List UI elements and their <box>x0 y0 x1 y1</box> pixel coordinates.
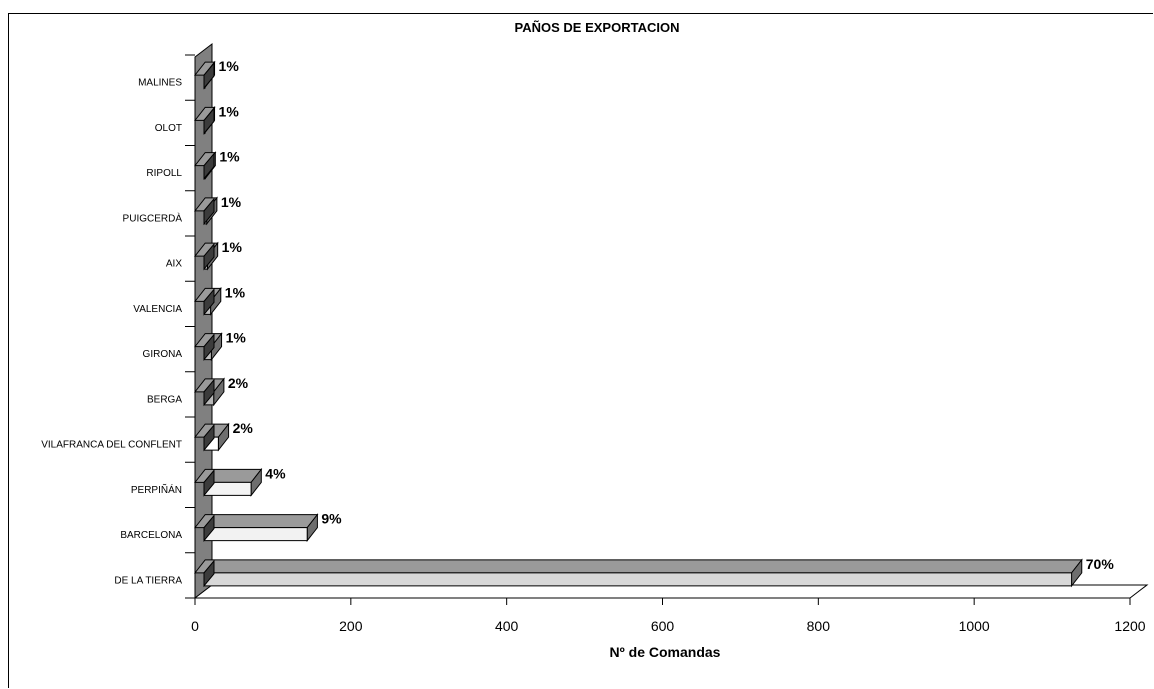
category-label: VALENCIA <box>133 304 182 315</box>
x-tick-label: 400 <box>495 618 519 634</box>
data-label: 1% <box>225 284 246 300</box>
data-label: 9% <box>321 511 342 527</box>
category-label: MALINES <box>138 78 182 89</box>
category-label: BARCELONA <box>120 530 182 541</box>
data-label: 2% <box>228 375 249 391</box>
x-tick-label: 200 <box>339 618 363 634</box>
chart-frame <box>8 13 1153 688</box>
category-label: BERGA <box>147 394 182 405</box>
category-label: RIPOLL <box>146 168 182 179</box>
bar-front-face <box>203 572 1073 587</box>
bar-wall-stub <box>203 423 215 452</box>
bar-top-face <box>193 468 263 483</box>
bar <box>193 558 1083 588</box>
x-tick-label: 1200 <box>1114 618 1145 634</box>
bar <box>193 151 217 181</box>
data-label: 4% <box>265 465 286 481</box>
bar <box>193 286 222 316</box>
bar-wall-stub <box>203 287 215 316</box>
x-tick-label: 600 <box>651 618 675 634</box>
bar-wall-stub <box>203 152 215 181</box>
bar <box>193 377 225 407</box>
chart-axes: 0 200 400 600 800 1000 1200 <box>185 54 1146 634</box>
x-tick-label: 0 <box>191 618 199 634</box>
chart-walls <box>193 42 1149 600</box>
bar-wall-stub <box>203 61 215 90</box>
bar-wall-stub <box>203 559 215 588</box>
category-label: DE LA TIERRA <box>114 575 182 586</box>
category-label: PUIGCERDÀ <box>123 211 183 224</box>
bar <box>193 422 230 452</box>
bar <box>193 196 218 226</box>
bar <box>193 105 216 135</box>
data-label: 1% <box>221 194 242 210</box>
bar <box>193 241 219 271</box>
bar-front-face <box>203 527 308 542</box>
x-axis-title: Nº de Comandas <box>610 644 721 660</box>
data-label: 1% <box>222 239 243 255</box>
bar-wall-stub <box>203 378 215 407</box>
chart-bars <box>193 60 1083 588</box>
bar-wall-stub <box>203 333 215 362</box>
bar-wall-stub <box>203 242 215 271</box>
bar-wall-stub <box>203 197 215 226</box>
category-label: PERPIÑÁN <box>131 483 182 496</box>
category-label: OLOT <box>155 123 182 134</box>
x-tick-label: 1000 <box>959 618 990 634</box>
category-label: GIRONA <box>143 349 183 360</box>
bar-wall-stub <box>203 106 215 135</box>
bar-wall-stub <box>203 514 215 543</box>
data-label: 1% <box>219 149 240 165</box>
bar <box>193 467 263 497</box>
floor <box>193 584 1149 599</box>
chart-title: PAÑOS DE EXPORTACION <box>515 20 680 35</box>
data-label: 2% <box>233 420 254 436</box>
data-label: 1% <box>219 58 240 74</box>
data-label: 1% <box>219 103 240 119</box>
bar-wall-stub <box>203 468 215 497</box>
data-label: 1% <box>226 330 247 346</box>
category-label: AIX <box>166 259 182 270</box>
data-label: 70% <box>1086 556 1115 572</box>
bar-top-face <box>193 559 1083 574</box>
category-label: VILAFRANCA DEL CONFLENT <box>41 440 182 451</box>
bar <box>193 332 223 362</box>
chart-labels: MALINES 1% OLOT 1% RIPOLL 1% PUIGCERDÀ 1% AIX 1% V… <box>41 58 1114 586</box>
bar <box>193 513 319 543</box>
x-tick-label: 800 <box>807 618 831 634</box>
bar <box>193 60 216 90</box>
